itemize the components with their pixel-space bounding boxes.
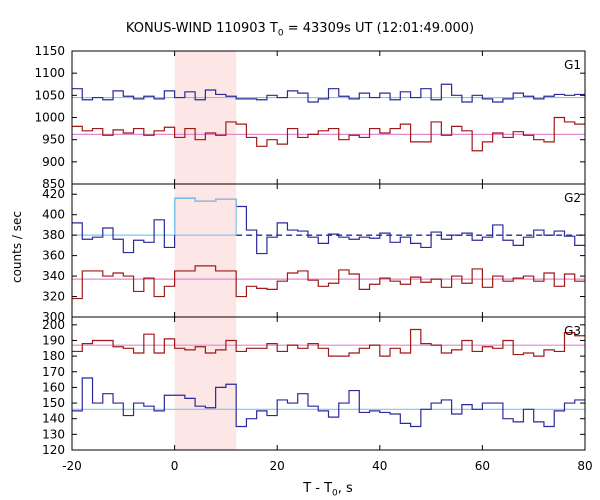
tick-labels-layer: 850 900 950 1000 1050 1100 1150 G1 300 320 340 360 3… [34,44,592,473]
x-tick-label: 40 [372,459,387,473]
x-tick-label: 80 [577,459,592,473]
y-tick-label-G2: 300 [42,310,65,324]
y-tick-label-G2: 360 [42,249,65,263]
x-tick-label: 60 [475,459,490,473]
series-G3-red_series [72,328,585,357]
panel-label-G2: G2 [564,191,581,205]
chart-title-subscript: 0 [277,28,284,39]
x-axis-label-prefix: T - T [303,481,333,496]
panel-frame-G1 [71,50,586,185]
y-axis-label: counts / sec [10,211,24,284]
y-tick-label-G1: 850 [42,177,65,191]
y-tick-label-G1: 1100 [34,66,65,80]
y-tick-label-G2: 320 [42,290,65,304]
panel-frame-G2 [71,183,586,318]
series-G2-blue_series [72,197,585,255]
y-tick-label-G1: 1050 [34,88,65,102]
x-axis-label: T - T0, s [0,481,600,499]
y-tick-label-G1: 1000 [34,111,65,125]
y-tick-label-G3: 120 [42,443,65,457]
y-tick-label-G1: 950 [42,133,65,147]
y-tick-label-G3: 170 [42,365,65,379]
y-tick-label-G3: 160 [42,380,65,394]
y-tick-label-G3: 130 [42,427,65,441]
panel-label-G3: G3 [564,324,581,338]
series-G3-blue_series [72,377,585,428]
x-tick-label: 0 [171,459,179,473]
y-tick-label-G3: 190 [42,333,65,347]
y-tick-label-G1: 1150 [34,44,65,58]
x-tick-label: -20 [62,459,82,473]
y-tick-label-G3: 180 [42,349,65,363]
shaded-region-layer [174,51,237,450]
x-tick-label: 20 [270,459,285,473]
y-tick-label-G2: 420 [42,187,65,201]
series-layer [72,83,585,428]
axes-layer [71,50,586,451]
panel-frame-G3 [71,316,586,451]
panel-label-G1: G1 [564,58,581,72]
y-tick-label-G1: 900 [42,155,65,169]
x-axis-label-subscript: 0 [332,488,338,499]
y-tick-label-G2: 400 [42,208,65,222]
chart-title-prefix: KONUS-WIND 110903 T [125,21,278,36]
y-tick-label-G2: 340 [42,269,65,283]
background-lines-layer [72,96,585,410]
chart-title: KONUS-WIND 110903 T0 = 43309s UT (12:01:… [0,21,600,39]
series-G2-red_series [72,265,585,300]
series-G1-blue_series [72,83,585,103]
x-axis-label-suffix: , s [337,481,353,496]
y-tick-label-G3: 200 [42,318,65,332]
series-G1-red_series [72,116,585,152]
shaded-interval [174,51,237,450]
chart-title-suffix: = 43309s UT (12:01:49.000) [283,21,475,36]
y-tick-label-G2: 380 [42,228,65,242]
y-tick-label-G3: 140 [42,412,65,426]
series-G2-highlight [174,197,237,236]
y-tick-label-G3: 150 [42,396,65,410]
